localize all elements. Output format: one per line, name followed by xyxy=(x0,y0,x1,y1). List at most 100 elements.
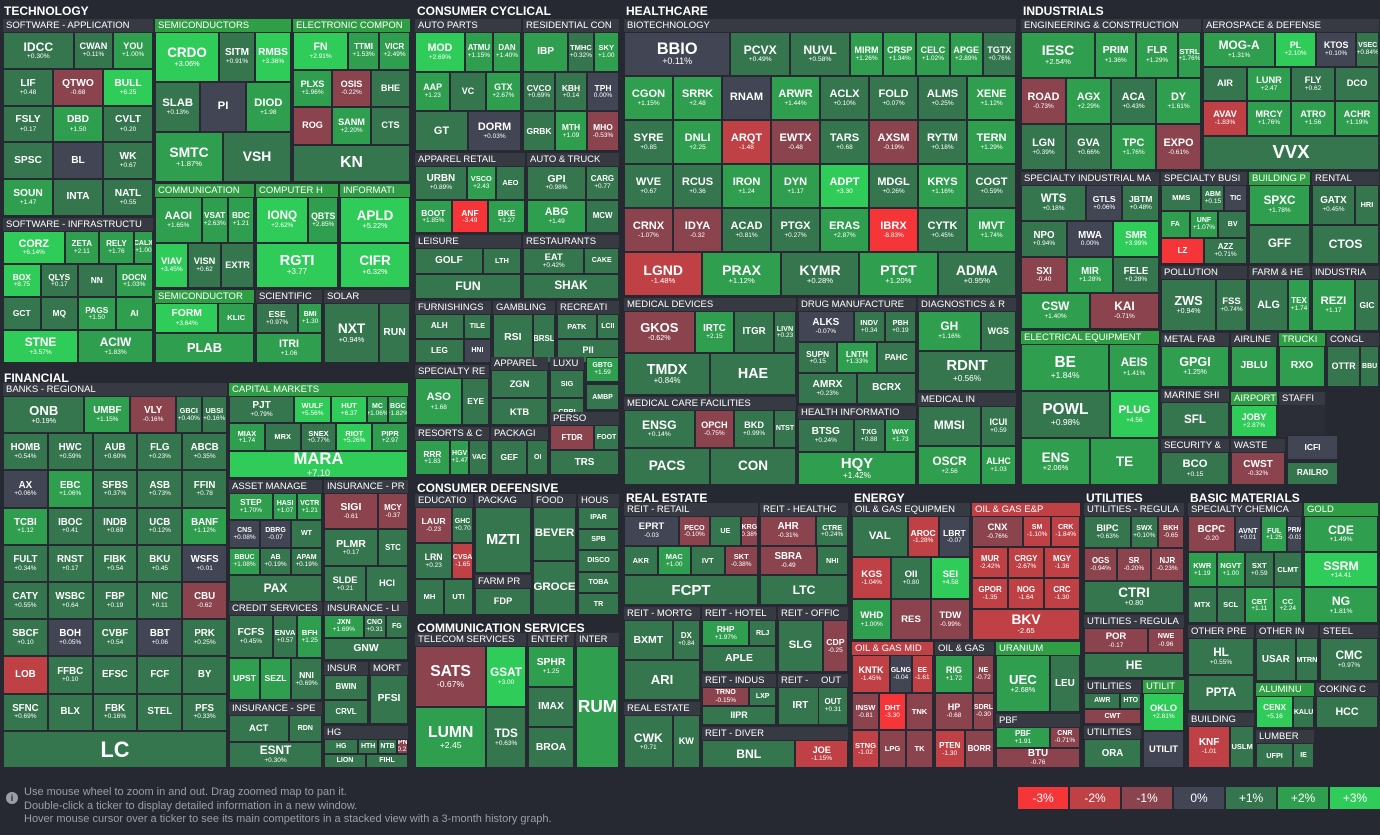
ticker-tile[interactable]: PLMR +0.17 xyxy=(324,529,378,566)
ticker-tile[interactable]: FCPT xyxy=(624,575,758,605)
ticker-tile[interactable]: POR -0.17 xyxy=(1084,628,1148,653)
ticker-tile[interactable]: LION xyxy=(324,753,366,768)
ticker-tile[interactable]: WSBC +0.64 xyxy=(47,582,93,620)
ticker-tile[interactable]: GHC +0.70 xyxy=(452,507,473,543)
ticker-tile[interactable]: NPO +0.94% xyxy=(1021,221,1067,257)
ticker-tile[interactable]: IMAX xyxy=(528,686,574,728)
ticker-tile[interactable]: GLNG -0.04 xyxy=(890,655,912,693)
ticker-tile[interactable]: VSAT +2.63% xyxy=(201,197,228,243)
ticker-tile[interactable]: EWTX -0.48 xyxy=(771,120,820,164)
ticker-tile[interactable]: CIFR +6.32% xyxy=(340,242,410,288)
ticker-tile[interactable]: CWST -0.32% xyxy=(1231,452,1285,485)
ticker-tile[interactable]: APLE xyxy=(702,646,776,672)
ticker-tile[interactable]: CORZ +6.14% xyxy=(3,231,65,264)
ticker-tile[interactable]: PRAX +1.12% xyxy=(702,252,781,296)
ticker-tile[interactable]: ONB +0.19% xyxy=(3,396,85,434)
ticker-tile[interactable]: IBP xyxy=(523,32,569,72)
ticker-tile[interactable]: ACAD +0.81% xyxy=(722,208,771,252)
ticker-tile[interactable]: VVX xyxy=(1203,135,1379,170)
ticker-tile[interactable]: BBU xyxy=(1360,346,1379,387)
ticker-tile[interactable]: MZTI xyxy=(475,507,531,573)
ticker-tile[interactable]: CVLT +0.20 xyxy=(103,105,153,143)
ticker-tile[interactable]: ACLX +0.10% xyxy=(820,76,869,120)
ticker-tile[interactable]: SDRL -0.30 xyxy=(972,692,994,731)
ticker-tile[interactable]: FOLD +0.07% xyxy=(869,76,918,120)
ticker-tile[interactable]: FCF xyxy=(137,656,183,694)
ticker-tile[interactable]: BBUC +1.08% xyxy=(229,547,260,575)
ticker-tile[interactable]: KWR +1.19 xyxy=(1188,551,1217,588)
ticker-tile[interactable]: KGS -1.04% xyxy=(852,557,892,599)
ticker-tile[interactable]: UFPI xyxy=(1256,743,1294,768)
ticker-tile[interactable]: MUR -2.42% xyxy=(972,547,1008,578)
ticker-tile[interactable]: GTX +2.67% xyxy=(485,71,521,112)
ticker-tile[interactable]: IDCC +0.30% xyxy=(3,32,74,69)
ticker-tile[interactable]: CRNX -1.07% xyxy=(624,208,673,252)
ticker-tile[interactable]: REZI +1.17 xyxy=(1312,279,1355,331)
ticker-tile[interactable]: SSRM +14.41 xyxy=(1304,551,1378,588)
ticker-tile[interactable]: TERN +1.29% xyxy=(967,120,1016,164)
ticker-tile[interactable]: GPOR -1.35 xyxy=(972,578,1008,609)
ticker-tile[interactable]: RLJ xyxy=(749,620,776,646)
ticker-tile[interactable]: OII +0.80 xyxy=(891,557,931,599)
ticker-tile[interactable]: RYTM +0.18% xyxy=(918,120,967,164)
ticker-tile[interactable]: FDP xyxy=(475,588,531,615)
ticker-tile[interactable]: ARI xyxy=(624,660,700,700)
ticker-tile[interactable]: CDP -0.25 xyxy=(822,620,848,672)
ticker-tile[interactable]: RDNT +0.56% xyxy=(918,351,1016,391)
ticker-tile[interactable]: CELC +1.02% xyxy=(916,32,950,76)
ticker-tile[interactable]: MCY -0.37 xyxy=(377,493,408,530)
ticker-tile[interactable]: VIAV +3.45% xyxy=(155,242,188,288)
ticker-tile[interactable]: FTDR xyxy=(550,425,595,450)
ticker-tile[interactable]: ZWS +0.94% xyxy=(1161,279,1217,331)
ticker-tile[interactable]: IBRX -8.83% xyxy=(869,208,918,252)
ticker-tile[interactable]: VC xyxy=(450,71,486,112)
ticker-tile[interactable]: LCII xyxy=(596,314,619,339)
ticker-tile[interactable]: SLDE +0.21 xyxy=(324,565,366,602)
ticker-tile[interactable]: CVBF +0.54 xyxy=(92,619,138,657)
ticker-tile[interactable]: MWA 0.00% xyxy=(1067,221,1113,257)
ticker-tile[interactable]: TPH 0.00% xyxy=(587,71,619,112)
ticker-tile[interactable]: ARQT -1.48 xyxy=(722,120,771,164)
ticker-tile[interactable]: JOE -1.15% xyxy=(795,740,848,768)
ticker-tile[interactable]: HASI +1.07 xyxy=(272,493,298,521)
ticker-tile[interactable]: FFBC +0.10 xyxy=(47,656,93,694)
ticker-tile[interactable]: PTGX +0.27% xyxy=(771,208,820,252)
ticker-tile[interactable]: CRK -1.84% xyxy=(1051,516,1080,547)
ticker-tile[interactable]: MMSI xyxy=(918,406,981,446)
ticker-tile[interactable]: BOX +8.75 xyxy=(3,264,41,297)
ticker-tile[interactable]: MOG-A +1.31% xyxy=(1203,32,1276,67)
ticker-tile[interactable]: STC xyxy=(378,529,408,566)
ticker-tile[interactable]: NTB xyxy=(377,739,398,754)
ticker-tile[interactable]: IMVT +1.74% xyxy=(967,208,1016,252)
ticker-tile[interactable]: HOMB +0.54% xyxy=(3,433,48,471)
ticker-tile[interactable]: CNS +0.08% xyxy=(229,520,260,548)
ticker-tile[interactable]: BEVER xyxy=(533,507,576,561)
ticker-tile[interactable]: OSCR +2.56 xyxy=(918,445,981,485)
ticker-tile[interactable]: EXTR xyxy=(221,242,254,288)
ticker-tile[interactable]: KTOS +0.10% xyxy=(1315,32,1357,67)
ticker-tile[interactable]: QLYS +0.17 xyxy=(40,264,78,297)
ticker-tile[interactable]: NGVT +1.00 xyxy=(1216,551,1245,588)
ticker-tile[interactable]: SITM +0.91% xyxy=(219,32,255,82)
ticker-tile[interactable]: MTH +1.09 xyxy=(555,111,587,151)
ticker-tile[interactable]: TR xyxy=(578,593,619,615)
ticker-tile[interactable]: HGV +1.47 xyxy=(449,440,470,475)
ticker-tile[interactable]: ZGN xyxy=(491,370,548,398)
ticker-tile[interactable]: BTSG +0.24% xyxy=(798,419,854,452)
ticker-tile[interactable]: RGTI +3.77 xyxy=(256,242,338,288)
ticker-tile[interactable]: DOCN +1.03% xyxy=(115,264,153,297)
ticker-tile[interactable]: MCW xyxy=(586,199,619,233)
ticker-tile[interactable]: MIR +1.28% xyxy=(1067,257,1113,293)
ticker-tile[interactable]: HP -0.68 xyxy=(935,692,973,731)
ticker-tile[interactable]: LEU xyxy=(1049,655,1080,712)
ticker-tile[interactable]: IRON +1.24 xyxy=(722,164,771,208)
ticker-tile[interactable]: ZETA +2.11 xyxy=(64,231,100,264)
ticker-tile[interactable]: BKV -2.65 xyxy=(972,609,1080,640)
ticker-tile[interactable]: ABCB +0.35% xyxy=(182,433,227,471)
ticker-tile[interactable]: EFSC xyxy=(92,656,138,694)
ticker-tile[interactable]: MOD +2.69% xyxy=(415,32,465,72)
ticker-tile[interactable]: RELY +1.76 xyxy=(99,231,134,264)
ticker-tile[interactable]: BDC +1.21 xyxy=(227,197,254,243)
ticker-tile[interactable]: QTWO -0.68 xyxy=(53,68,103,106)
ticker-tile[interactable]: CARG +0.77 xyxy=(585,166,619,200)
